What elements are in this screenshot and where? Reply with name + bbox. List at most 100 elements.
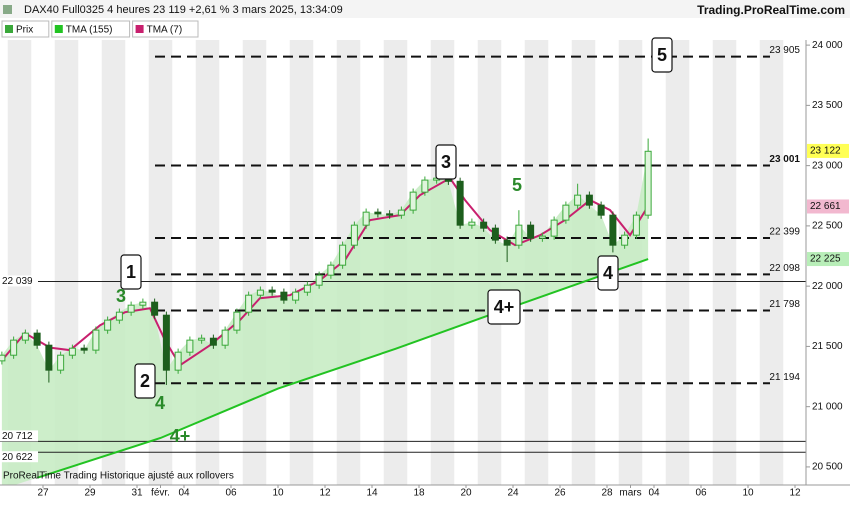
candle-body: [350, 224, 358, 246]
candle-body: [68, 347, 76, 356]
level-label: 22 098: [769, 263, 800, 274]
candle-body: [45, 344, 53, 371]
x-tick-label: 10: [742, 488, 754, 499]
candle-body: [421, 179, 429, 193]
day-stripe: [665, 40, 690, 485]
legend-item: TMA (7): [147, 25, 183, 36]
candle-body: [115, 311, 123, 321]
level-label: 22 399: [769, 227, 800, 238]
wave-label: 5: [512, 175, 522, 195]
wave-box: [435, 144, 457, 180]
price-tag: [807, 252, 849, 267]
candle-body: [92, 329, 100, 351]
price-area: [1, 151, 649, 485]
candle-body: [527, 224, 535, 239]
x-tick-label: 26: [554, 488, 566, 499]
wave-box-label: 1: [126, 262, 136, 282]
candle-body: [209, 337, 217, 346]
candle-body: [409, 191, 417, 211]
legend-swatch: [135, 25, 144, 33]
level-label: 22 039: [2, 276, 33, 287]
x-tick-label: 31: [131, 488, 143, 499]
candle-body: [151, 301, 159, 316]
day-stripe: [712, 40, 737, 485]
legend-box[interactable]: [132, 20, 199, 38]
y-tick-label: 21 500: [812, 341, 843, 352]
level-label: 20 712: [2, 431, 33, 442]
wave-box: [120, 254, 142, 290]
level-label: 23 001: [769, 154, 800, 165]
candle-body: [221, 329, 229, 346]
x-tick-label: 27: [37, 488, 49, 499]
legend-item: Prix: [16, 25, 33, 36]
price-tag: [807, 199, 849, 214]
candle-body: [597, 204, 605, 216]
candle-body: [538, 235, 546, 239]
x-tick-label: 12: [319, 488, 331, 499]
candle-body: [362, 211, 370, 226]
wave-box-label: 4: [603, 263, 613, 283]
level-label-bg: [0, 275, 38, 287]
x-tick-label: mars: [619, 488, 641, 499]
menu-icon[interactable]: [3, 5, 12, 14]
candle-body: [468, 221, 476, 226]
wave-label: 4: [155, 393, 165, 413]
day-stripe: [242, 40, 267, 485]
level-label: 21 194: [769, 372, 800, 383]
candle-body: [315, 274, 323, 286]
x-tick-label: 18: [413, 488, 425, 499]
candle-body: [609, 214, 617, 246]
x-tick-label: févr.: [151, 488, 170, 499]
level-label-bg: [0, 451, 38, 463]
candle-body: [327, 264, 335, 276]
y-tick-label: 23 500: [812, 100, 843, 111]
candle-body: [397, 209, 405, 216]
x-tick-label: 14: [366, 488, 378, 499]
candle-body: [585, 194, 593, 206]
legend-box[interactable]: [1, 20, 50, 38]
wave-box: [134, 363, 156, 399]
wave-label: 3: [116, 286, 126, 306]
level-label: 23 905: [769, 45, 800, 56]
y-tick-label: 22 000: [812, 281, 843, 292]
candle-body: [456, 180, 464, 226]
wave-box-label: 2: [140, 371, 150, 391]
candle-body: [57, 354, 65, 371]
candle-body: [33, 332, 41, 346]
candle-body: [127, 304, 135, 313]
candle-body: [550, 219, 558, 237]
candle-body: [491, 227, 499, 241]
candle-body: [386, 213, 394, 216]
wave-box: [651, 37, 673, 73]
x-tick-label: 10: [272, 488, 284, 499]
wave-box-label: 4+: [494, 297, 515, 317]
candle-body: [292, 291, 300, 301]
candle-body: [562, 204, 570, 221]
y-tick-label: 21 000: [812, 401, 843, 412]
price-tag-label: 23 122: [810, 146, 841, 157]
candle-body: [162, 314, 170, 371]
x-tick-label: 24: [507, 488, 519, 499]
legend-swatch: [5, 25, 13, 33]
legend-box[interactable]: [51, 20, 131, 38]
price-tag-label: 22 661: [810, 201, 841, 212]
candle-body: [503, 239, 511, 246]
overlay: 27 29 31 févr. 04 06 10 12 14 18 20 24 26 28 mars 04 06 1…: [0, 37, 849, 499]
candle-body: [10, 339, 18, 356]
y-tick-label: 20 500: [812, 462, 843, 473]
candle-body: [198, 337, 206, 341]
candle-body: [339, 244, 347, 266]
legend: Prix TMA (155) TMA (7): [1, 20, 199, 38]
candle-body: [515, 224, 523, 246]
candle-body: [268, 289, 276, 293]
candle-body: [256, 289, 264, 296]
candle-body: [104, 319, 112, 331]
wave-box-label: 3: [441, 152, 451, 172]
candle-body: [21, 332, 29, 341]
wave-box: [487, 289, 521, 325]
y-tick-label: 23 000: [812, 160, 843, 171]
x-tick-label: 29: [84, 488, 96, 499]
candle-body: [632, 214, 640, 236]
candle-body: [621, 234, 629, 246]
